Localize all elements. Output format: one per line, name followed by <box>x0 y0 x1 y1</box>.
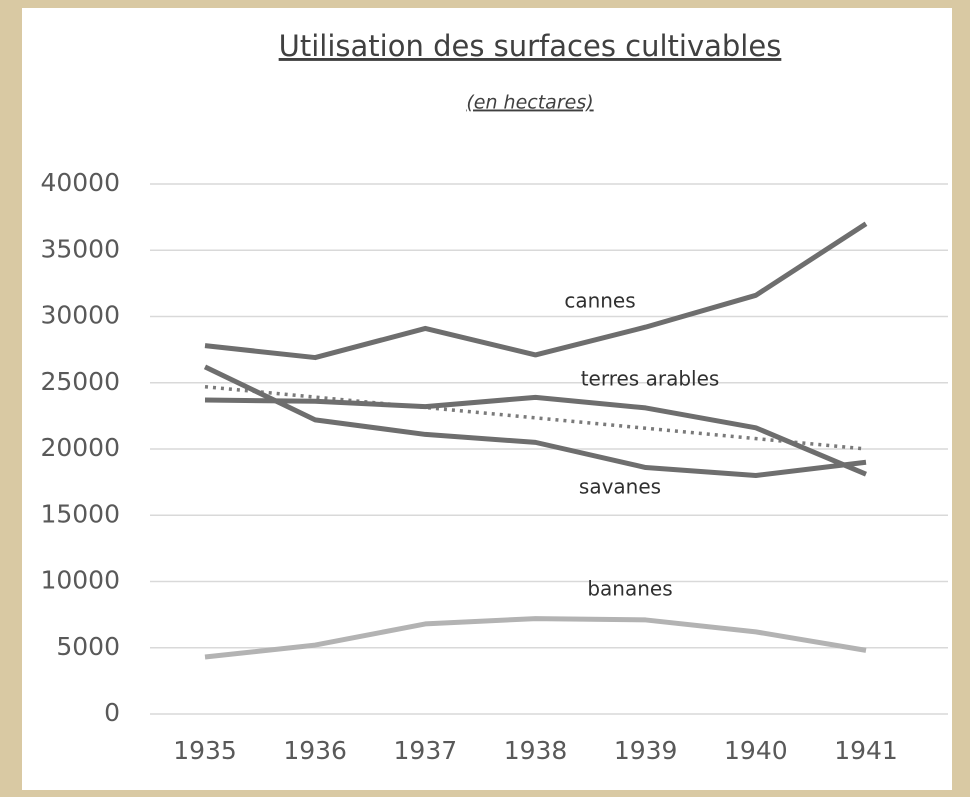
series-label: terres arables <box>581 367 720 391</box>
y-tick-label: 15000 <box>40 499 120 528</box>
y-tick-label: 20000 <box>40 433 120 462</box>
series-label: bananes <box>587 577 672 601</box>
series-line <box>204 221 868 361</box>
y-tick-label: 30000 <box>40 301 120 330</box>
series-line <box>203 364 867 478</box>
y-tick-label: 10000 <box>40 566 120 595</box>
x-tick-label: 1937 <box>394 736 458 765</box>
series-line <box>204 394 867 477</box>
y-tick-label: 25000 <box>40 367 120 396</box>
y-tick-label: 5000 <box>56 632 120 661</box>
y-tick-label: 0 <box>104 698 120 727</box>
y-tick-label: 40000 <box>40 168 120 197</box>
x-tick-label: 1938 <box>504 736 568 765</box>
trendline <box>204 384 867 451</box>
series-label: savanes <box>579 475 661 499</box>
chart-subtitle: (en hectares) <box>466 92 593 114</box>
x-tick-label: 1939 <box>614 736 678 765</box>
x-tick-label: 1940 <box>724 736 788 765</box>
series-label: cannes <box>564 289 635 313</box>
x-tick-label: 1936 <box>283 736 347 765</box>
x-tick-label: 1941 <box>834 736 898 765</box>
series-line <box>204 616 867 660</box>
chart-title: Utilisation des surfaces cultivables <box>279 29 782 63</box>
x-tick-label: 1935 <box>173 736 237 765</box>
y-tick-label: 35000 <box>40 234 120 263</box>
